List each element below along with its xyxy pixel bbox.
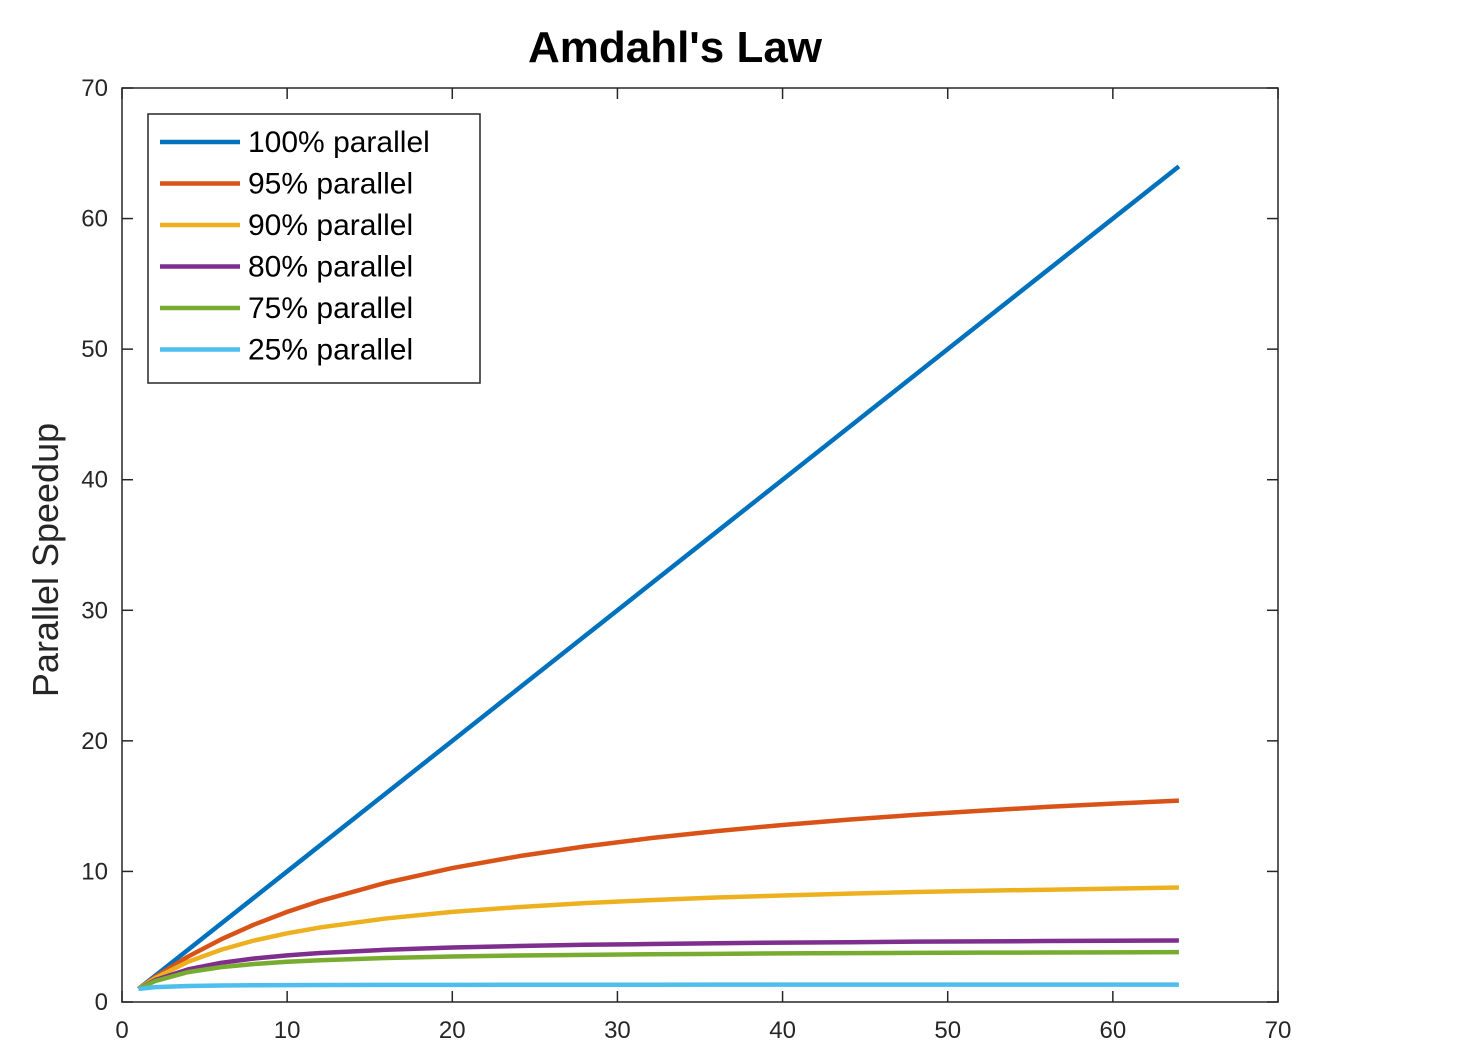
legend-label-75-parallel: 75% parallel	[248, 292, 413, 325]
legend-label-90-parallel: 90% parallel	[248, 209, 413, 242]
y-tick-label: 30	[81, 597, 108, 624]
y-tick-label: 40	[81, 467, 108, 494]
legend-label-80-parallel: 80% parallel	[248, 251, 413, 284]
x-tick-label: 10	[274, 1017, 301, 1044]
x-tick-label: 20	[439, 1017, 466, 1044]
series-line-80-parallel	[137, 938, 1179, 991]
series-line-25-parallel	[138, 982, 1179, 992]
x-tick-label: 40	[769, 1017, 796, 1044]
y-axis-label: Parallel Speedup	[25, 423, 66, 697]
series-line-75-parallel	[137, 949, 1179, 991]
x-tick-label: 50	[934, 1017, 961, 1044]
y-tick-label: 60	[81, 206, 108, 233]
x-tick-label: 0	[115, 1017, 128, 1044]
x-tick-label: 60	[1100, 1017, 1127, 1044]
legend-label-95-parallel: 95% parallel	[248, 168, 413, 201]
series-line-95-parallel	[137, 798, 1180, 991]
chart-title: Amdahl's Law	[528, 23, 823, 72]
legend-label-25-parallel: 25% parallel	[248, 334, 413, 367]
series-line-100-parallel	[137, 164, 1181, 991]
axes-box	[121, 87, 1279, 1003]
x-tick-label: 70	[1265, 1017, 1292, 1044]
x-tick-label: 30	[604, 1017, 631, 1044]
y-tick-label: 0	[95, 989, 108, 1016]
y-tick-label: 70	[81, 75, 108, 102]
y-tick-label: 20	[81, 728, 108, 755]
legend: 100% parallel 95% parallel 90% parallel 80%…	[147, 113, 481, 384]
legend-box	[147, 113, 481, 384]
series-line-90-parallel	[137, 885, 1179, 991]
y-tick-label: 10	[81, 858, 108, 885]
y-tick-label: 50	[81, 336, 108, 363]
plot-area: 0 10 20 30 40 50 60 70 0 10 20 30 40 50 60 70 100% paral…	[81, 75, 1291, 1044]
legend-label-100-parallel: 100% parallel	[248, 126, 430, 159]
